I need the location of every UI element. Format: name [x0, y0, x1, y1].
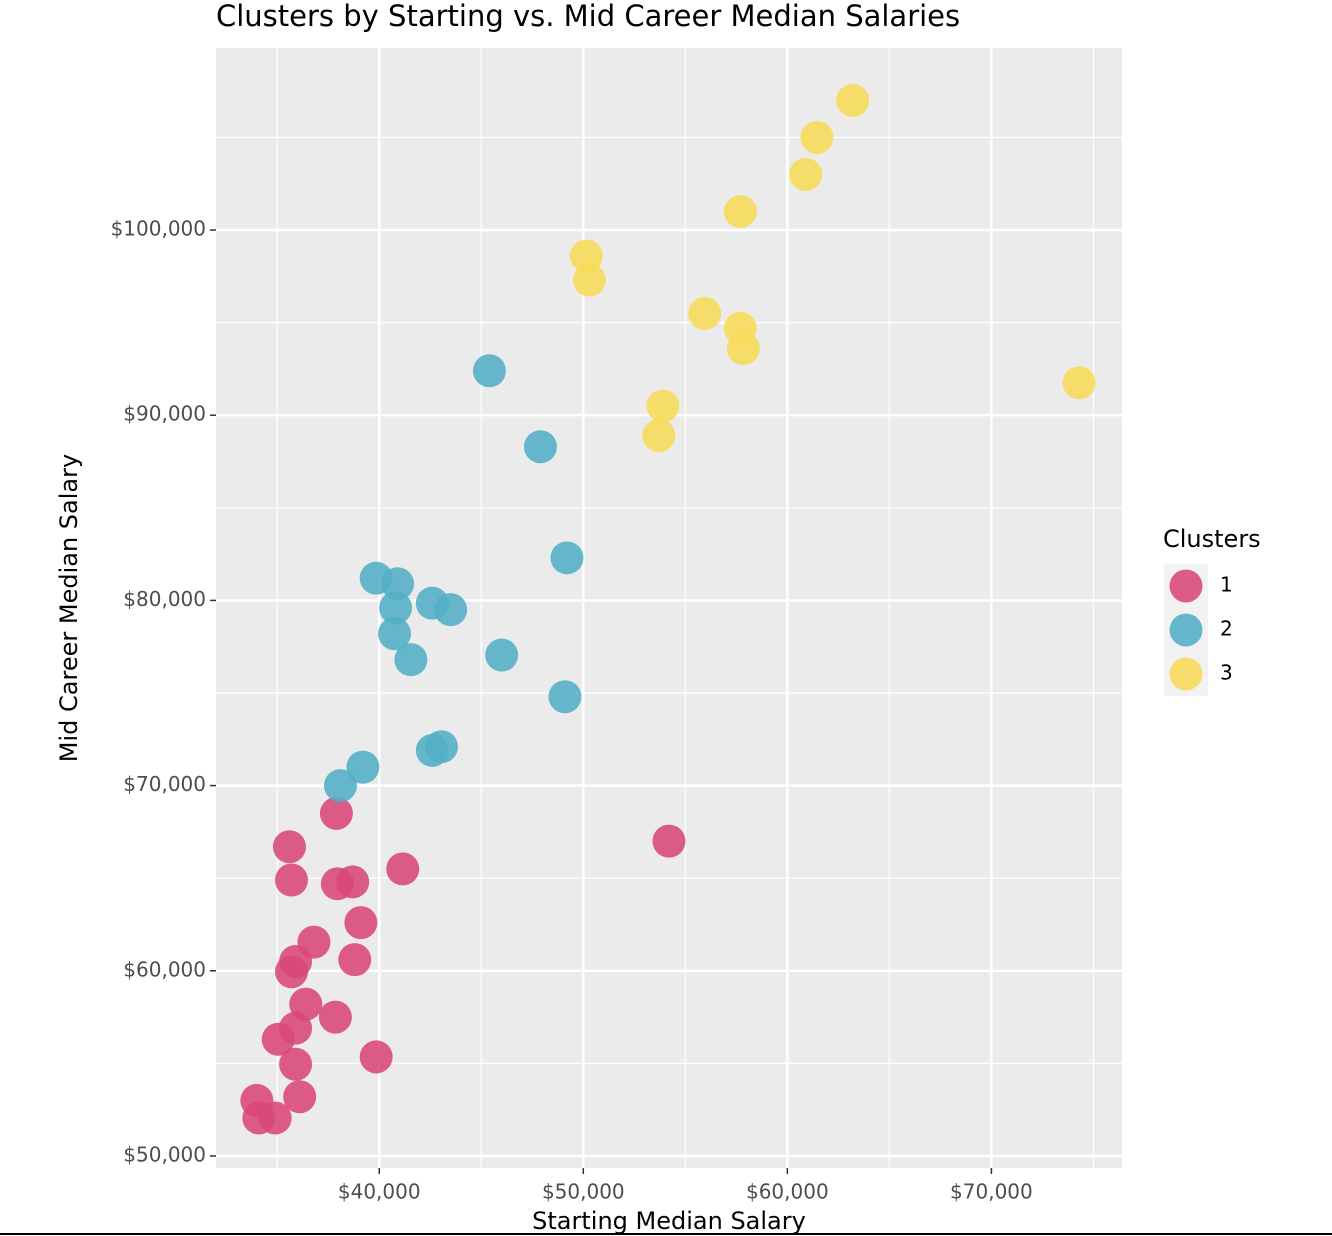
point: [1062, 366, 1096, 400]
point: [386, 852, 420, 886]
legend-swatch: [1169, 613, 1203, 647]
point: [800, 120, 834, 154]
y-tick-label: $100,000: [111, 217, 206, 241]
point: [261, 1022, 295, 1056]
y-tick-label: $90,000: [123, 402, 206, 426]
y-axis-label: Mid Career Median Salary: [55, 454, 83, 762]
point: [344, 906, 378, 940]
point: [319, 796, 353, 830]
point: [548, 680, 582, 714]
point: [336, 865, 370, 899]
y-tick-label: $70,000: [123, 772, 206, 796]
point: [652, 824, 686, 858]
point: [338, 943, 372, 977]
x-tick-label: $60,000: [746, 1180, 829, 1204]
point: [258, 1101, 292, 1135]
point: [279, 1047, 313, 1081]
y-tick-label: $80,000: [123, 587, 206, 611]
point: [789, 157, 823, 191]
x-axis-label: Starting Median Salary: [532, 1207, 806, 1235]
point: [323, 769, 357, 803]
point: [346, 750, 380, 784]
point: [726, 332, 760, 366]
x-tick-label: $70,000: [950, 1180, 1033, 1204]
point: [434, 593, 468, 627]
point: [723, 195, 757, 229]
point: [550, 541, 584, 575]
x-tick-label: $50,000: [542, 1180, 625, 1204]
x-tick-label: $40,000: [338, 1180, 421, 1204]
point: [646, 389, 680, 423]
point: [378, 617, 412, 651]
point: [272, 830, 306, 864]
point: [318, 1000, 352, 1034]
point: [642, 419, 676, 453]
legend-label: 2: [1220, 617, 1233, 641]
point: [523, 430, 557, 464]
point: [297, 925, 331, 959]
point: [569, 239, 603, 273]
point: [472, 354, 506, 388]
panel: [216, 48, 1122, 1168]
point: [283, 1080, 317, 1114]
legend-swatch: [1169, 657, 1203, 691]
legend-label: 1: [1220, 573, 1233, 597]
point: [394, 643, 428, 677]
legend-swatch: [1169, 569, 1203, 603]
point: [379, 591, 413, 625]
chart-title: Clusters by Starting vs. Mid Career Medi…: [216, 0, 960, 33]
legend-label: 3: [1220, 661, 1233, 685]
y-tick-label: $50,000: [123, 1142, 206, 1166]
legend-title: Clusters: [1163, 525, 1261, 553]
point: [381, 567, 415, 601]
point: [359, 1040, 393, 1074]
point: [688, 296, 722, 330]
point: [275, 863, 308, 897]
point: [485, 638, 519, 672]
y-tick-label: $60,000: [123, 957, 206, 981]
point: [424, 730, 458, 764]
point: [289, 987, 323, 1021]
point: [836, 83, 870, 117]
point: [572, 263, 606, 297]
